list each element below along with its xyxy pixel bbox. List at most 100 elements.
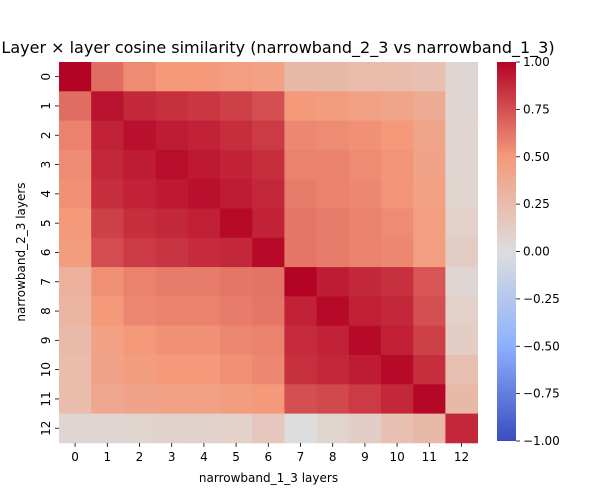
x-tick-label: 10 xyxy=(389,450,404,464)
heatmap-cell xyxy=(91,237,124,268)
heatmap-cell xyxy=(348,179,382,209)
heatmap-cell xyxy=(381,179,414,209)
heatmap-cell xyxy=(187,149,221,180)
heatmap-cell xyxy=(123,237,156,268)
heatmap-cell xyxy=(123,208,156,239)
heatmap-cell xyxy=(123,179,156,209)
heatmap-cell xyxy=(445,208,478,239)
heatmap-cell xyxy=(348,384,382,414)
heatmap-cell xyxy=(381,237,414,268)
heatmap-cell xyxy=(316,413,350,444)
heatmap-cell xyxy=(316,237,350,268)
heatmap-cell xyxy=(252,355,285,385)
heatmap-cell xyxy=(445,413,478,444)
heatmap-cell xyxy=(155,296,189,327)
heatmap-cell xyxy=(284,149,317,180)
x-tick-label: 0 xyxy=(71,450,79,464)
heatmap-cell xyxy=(59,325,92,356)
x-tick-label: 8 xyxy=(329,450,337,464)
heatmap-cell xyxy=(91,91,124,121)
heatmap-cell xyxy=(348,355,382,385)
heatmap-cell xyxy=(59,62,92,92)
heatmap-cell xyxy=(59,179,92,209)
heatmap-cell xyxy=(123,355,156,385)
heatmap-cell xyxy=(155,91,189,121)
heatmap-cell xyxy=(413,179,446,209)
heatmap-cell xyxy=(123,62,156,92)
colorbar-tick-label: 0.75 xyxy=(523,102,550,116)
heatmap-cell xyxy=(187,267,221,297)
heatmap-cell xyxy=(91,413,124,444)
heatmap-cell xyxy=(252,325,285,356)
heatmap-cell xyxy=(155,62,189,92)
heatmap-cell xyxy=(91,296,124,327)
colorbar-tick-label: −0.25 xyxy=(523,292,560,306)
heatmap-cell xyxy=(381,62,414,92)
heatmap-cell xyxy=(187,208,221,239)
heatmap-cell xyxy=(220,62,253,92)
heatmap-cell xyxy=(284,91,317,121)
heatmap-cell xyxy=(348,237,382,268)
heatmap-cell xyxy=(187,325,221,356)
heatmap-cell xyxy=(59,296,92,327)
heatmap-cell xyxy=(316,296,350,327)
heatmap-cell xyxy=(445,296,478,327)
y-tick-label: 10 xyxy=(39,362,53,377)
heatmap-cell xyxy=(381,120,414,151)
y-tick-label: 0 xyxy=(39,73,53,81)
heatmap-cell xyxy=(413,267,446,297)
heatmap-cell xyxy=(220,384,253,414)
heatmap-cell xyxy=(284,384,317,414)
heatmap-cell xyxy=(59,91,92,121)
heatmap-cell xyxy=(381,384,414,414)
heatmap-cell xyxy=(445,267,478,297)
heatmap-cell xyxy=(252,384,285,414)
heatmap-cell xyxy=(155,237,189,268)
heatmap-cell xyxy=(252,149,285,180)
heatmap-cell xyxy=(348,91,382,121)
heatmap-cell xyxy=(316,91,350,121)
heatmap-cell xyxy=(413,120,446,151)
heatmap-cell xyxy=(284,296,317,327)
heatmap-cell xyxy=(220,149,253,180)
x-tick-label: 2 xyxy=(136,450,144,464)
heatmap-cell xyxy=(348,62,382,92)
heatmap-cell xyxy=(91,208,124,239)
heatmap-cell xyxy=(413,208,446,239)
heatmap-cell xyxy=(413,296,446,327)
heatmap-cell xyxy=(123,120,156,151)
heatmap-cell xyxy=(187,384,221,414)
colorbar-tick-label: 1.00 xyxy=(523,55,550,69)
x-tick-label: 6 xyxy=(264,450,272,464)
heatmap-cell xyxy=(155,179,189,209)
heatmap-cell xyxy=(220,179,253,209)
heatmap-cells xyxy=(59,62,478,444)
heatmap-cell xyxy=(381,296,414,327)
heatmap-cell xyxy=(348,149,382,180)
heatmap-cell xyxy=(220,413,253,444)
heatmap-cell xyxy=(284,355,317,385)
y-tick-label: 5 xyxy=(39,219,53,227)
heatmap-cell xyxy=(252,413,285,444)
heatmap-cell xyxy=(413,91,446,121)
y-axis-label: narrowband_2_3 layers xyxy=(14,182,28,321)
heatmap-cell xyxy=(59,237,92,268)
heatmap-cell xyxy=(59,120,92,151)
heatmap-cell xyxy=(381,267,414,297)
heatmap-cell xyxy=(91,179,124,209)
heatmap-cell xyxy=(348,267,382,297)
x-tick-label: 4 xyxy=(200,450,208,464)
x-axis: 0 1 2 3 4 5 6 7 8 9 10 11 12 xyxy=(71,442,469,464)
heatmap-cell xyxy=(252,120,285,151)
heatmap-cell xyxy=(445,237,478,268)
heatmap-cell xyxy=(59,413,92,444)
heatmap-cell xyxy=(316,325,350,356)
heatmap-cell xyxy=(220,237,253,268)
heatmap-cell xyxy=(123,325,156,356)
heatmap-cell xyxy=(155,120,189,151)
heatmap-cell xyxy=(316,179,350,209)
heatmap-cell xyxy=(252,91,285,121)
heatmap-cell xyxy=(220,355,253,385)
